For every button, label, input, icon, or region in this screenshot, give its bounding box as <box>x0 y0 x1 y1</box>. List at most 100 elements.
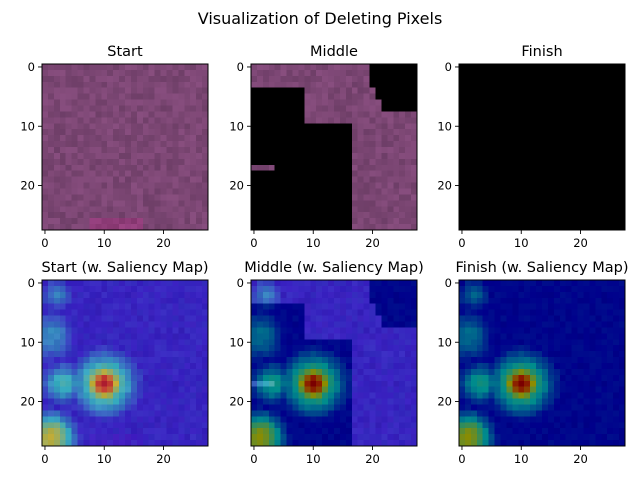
heatmap-cell <box>601 182 608 189</box>
heatmap-cell <box>470 398 478 405</box>
heatmap-cell <box>399 123 406 130</box>
heatmap-cell <box>130 428 138 435</box>
heatmap-cell <box>536 188 543 195</box>
heatmap-cell <box>583 176 590 183</box>
heatmap-cell <box>387 200 394 207</box>
heatmap-cell <box>595 75 602 83</box>
heatmap-cell <box>595 368 602 376</box>
heatmap-cell <box>286 99 293 106</box>
heatmap-cell <box>375 158 382 166</box>
heatmap-cell <box>476 339 484 346</box>
heatmap-cell <box>387 351 394 358</box>
heatmap-cell <box>488 416 495 423</box>
heatmap-cell <box>89 321 96 328</box>
heatmap-cell <box>101 141 108 148</box>
heatmap-cell <box>196 164 203 172</box>
heatmap-cell <box>405 327 412 334</box>
heatmap-cell <box>393 135 400 142</box>
heatmap-cell <box>256 410 264 417</box>
heatmap-cell <box>393 404 400 411</box>
heatmap-cell <box>571 280 578 287</box>
heatmap-cell <box>488 218 495 225</box>
heatmap-cell <box>482 69 490 77</box>
heatmap-cell <box>363 152 370 160</box>
heatmap-cell <box>113 141 120 148</box>
heatmap-cell <box>506 339 513 346</box>
heatmap-cell <box>542 200 549 207</box>
heatmap-cell <box>274 87 282 95</box>
heatmap-cell <box>322 321 329 328</box>
heatmap-cell <box>375 368 382 376</box>
heatmap-cell <box>524 285 531 293</box>
heatmap-cell <box>459 200 466 207</box>
heatmap-cell <box>375 285 382 293</box>
heatmap-cell <box>71 321 78 328</box>
heatmap-cell <box>251 64 258 71</box>
heatmap-cell <box>251 428 258 435</box>
heatmap-cell <box>357 321 365 328</box>
heatmap-cell <box>274 368 282 376</box>
heatmap-cell <box>613 129 620 136</box>
heatmap-cell <box>316 398 323 405</box>
heatmap-cell <box>565 117 573 124</box>
heatmap-cell <box>524 188 531 195</box>
heatmap-cell <box>53 194 61 201</box>
heatmap-cell <box>506 111 513 118</box>
heatmap-cell <box>178 363 185 370</box>
heatmap-cell <box>351 392 359 399</box>
heatmap-cell <box>196 105 203 112</box>
heatmap-cell <box>53 200 61 207</box>
heatmap-cell <box>351 333 359 340</box>
heatmap-cell <box>190 141 197 148</box>
heatmap-cell <box>500 75 507 83</box>
heatmap-cell <box>488 147 495 154</box>
heatmap-cell <box>172 280 179 287</box>
heatmap-cell <box>619 117 626 124</box>
heatmap-cell <box>351 93 359 100</box>
heatmap-cell <box>387 410 394 417</box>
heatmap-cell <box>542 75 549 83</box>
heatmap-cell <box>381 416 388 423</box>
heatmap-cell <box>53 135 61 142</box>
heatmap-cell <box>351 280 359 287</box>
heatmap-cell <box>565 218 573 225</box>
heatmap-cell <box>470 280 478 287</box>
heatmap-cell <box>512 321 519 328</box>
heatmap-cell <box>292 111 299 118</box>
heatmap-cell <box>334 105 341 112</box>
heatmap-cell <box>107 363 114 370</box>
heatmap-cell <box>565 93 573 100</box>
heatmap-cell <box>494 410 501 417</box>
heatmap-cell <box>488 111 495 118</box>
heatmap-cell <box>172 69 179 77</box>
heatmap-cell <box>298 285 305 293</box>
heatmap-cell <box>47 206 55 213</box>
heatmap-cell <box>95 69 102 77</box>
heatmap-cell <box>119 218 126 225</box>
heatmap-cell <box>262 345 270 352</box>
heatmap-cell <box>251 339 258 346</box>
heatmap-cell <box>464 321 472 328</box>
heatmap-cell <box>65 123 73 130</box>
heatmap-cell <box>172 141 179 148</box>
heatmap-cell <box>589 69 596 77</box>
heatmap-cell <box>334 129 341 136</box>
heatmap-cell <box>357 333 365 340</box>
heatmap-cell <box>166 188 173 195</box>
heatmap-cell <box>251 212 258 219</box>
heatmap-cell <box>196 392 203 399</box>
heatmap-cell <box>411 297 418 305</box>
heatmap-cell <box>601 434 608 441</box>
heatmap-cell <box>482 404 490 411</box>
heatmap-cell <box>95 345 102 352</box>
heatmap-cell <box>268 123 276 130</box>
heatmap-cell <box>77 194 84 201</box>
heatmap-cell <box>619 182 626 189</box>
heatmap-cell <box>310 404 317 411</box>
heatmap-cell <box>500 182 507 189</box>
heatmap-cell <box>613 380 620 388</box>
heatmap-cell <box>148 416 156 423</box>
heatmap-cell <box>583 357 590 364</box>
heatmap-cell <box>369 224 376 231</box>
heatmap-cell <box>334 147 341 154</box>
